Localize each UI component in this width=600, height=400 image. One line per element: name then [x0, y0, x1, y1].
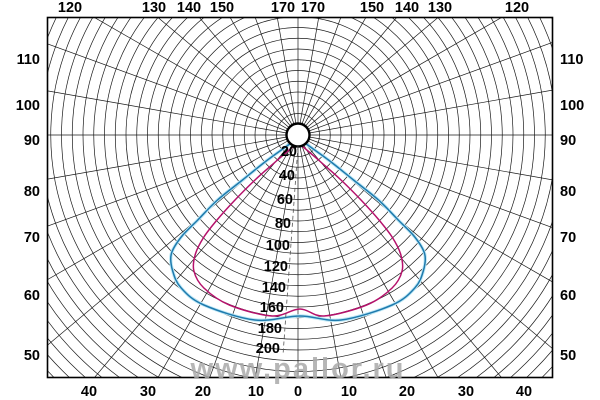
svg-text:10: 10 [341, 384, 357, 400]
svg-text:20: 20 [399, 384, 415, 400]
svg-text:180: 180 [258, 321, 282, 337]
svg-text:50: 50 [560, 348, 576, 364]
svg-text:150: 150 [210, 0, 234, 16]
svg-text:120: 120 [505, 0, 529, 16]
svg-text:160: 160 [260, 300, 284, 316]
svg-text:60: 60 [560, 288, 576, 304]
svg-text:100: 100 [266, 238, 290, 254]
svg-text:170: 170 [301, 0, 325, 16]
svg-text:90: 90 [560, 133, 576, 149]
svg-text:30: 30 [458, 384, 474, 400]
svg-text:40: 40 [516, 384, 532, 400]
svg-text:www.pallor.ru: www.pallor.ru [189, 353, 405, 385]
svg-text:60: 60 [24, 288, 40, 304]
svg-text:100: 100 [560, 98, 584, 114]
svg-text:150: 150 [360, 0, 384, 16]
svg-text:10: 10 [248, 384, 264, 400]
svg-text:130: 130 [428, 0, 452, 16]
svg-text:40: 40 [81, 384, 97, 400]
svg-text:80: 80 [275, 216, 291, 232]
svg-text:80: 80 [560, 184, 576, 200]
svg-text:20: 20 [281, 144, 297, 160]
svg-text:0: 0 [294, 384, 302, 400]
svg-text:70: 70 [24, 230, 40, 246]
svg-text:50: 50 [24, 348, 40, 364]
svg-text:70: 70 [560, 230, 576, 246]
svg-text:80: 80 [24, 184, 40, 200]
svg-text:40: 40 [279, 168, 295, 184]
svg-text:100: 100 [16, 98, 40, 114]
svg-text:140: 140 [177, 0, 201, 16]
svg-text:110: 110 [560, 52, 583, 68]
svg-text:20: 20 [195, 384, 211, 400]
svg-text:30: 30 [140, 384, 156, 400]
svg-text:110: 110 [17, 52, 40, 68]
svg-text:140: 140 [262, 280, 286, 296]
svg-text:140: 140 [395, 0, 419, 16]
svg-text:120: 120 [264, 259, 288, 275]
svg-text:60: 60 [277, 192, 293, 208]
svg-text:130: 130 [142, 0, 166, 16]
svg-text:90: 90 [24, 133, 40, 149]
svg-text:170: 170 [271, 0, 295, 16]
svg-text:120: 120 [58, 0, 82, 16]
